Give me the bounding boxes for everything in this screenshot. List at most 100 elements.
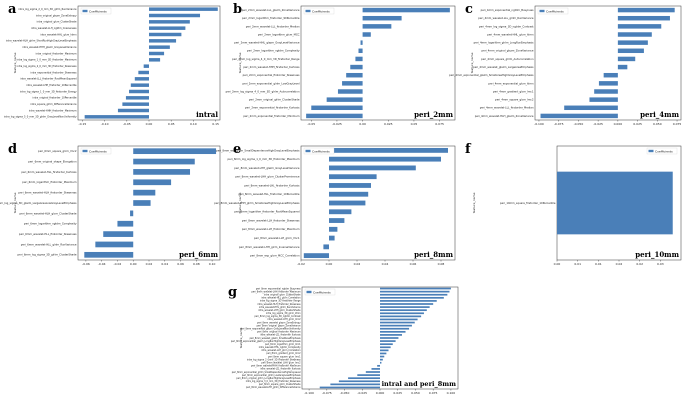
bar-e-5: [329, 191, 369, 197]
category-label-e-10: peri_8mm_wavelet-LLH_glcm_Imc1: [254, 236, 300, 240]
xtick-label-f-4: 0.02: [636, 262, 643, 266]
bar-g-11: [380, 321, 415, 324]
xtick-label-e-4: 0.06: [410, 262, 417, 266]
xtick-label-d-2: -0.02: [114, 262, 122, 266]
category-label-c-5: peri_4mm_original_glszm_ZoneVariance: [481, 49, 533, 53]
bar-a-11: [134, 77, 149, 81]
xtick-label-c-0: -0.100: [534, 122, 544, 126]
category-label-f-0: peri_10mm_square_firstorder_10Percentile: [500, 201, 556, 205]
category-label-e-2: peri_8mm_wavelet-LHH_glszm_GrayLevelVari…: [234, 166, 300, 170]
bar-f-0: [557, 171, 673, 235]
category-label-b-0: peri_2mm_wavelet-LLL_glszm_ZoneVariance: [242, 8, 300, 12]
chart-title-b: peri_2mm: [414, 110, 453, 119]
category-label-a-4: intra_wavelet-HHL_glcm_Idmn: [40, 33, 77, 36]
xtick-label-e-3: 0.04: [382, 262, 389, 266]
legend-box-e: [303, 147, 335, 155]
category-label-b-5: peri_2mm_logarithm_ngtdm_Complexity: [247, 49, 300, 53]
category-label-g-1: peri_8mm_wavelet-LHH_firstorder_Maximum: [251, 290, 300, 293]
xtick-label-f-0: 0.00: [554, 262, 561, 266]
category-label-a-14: intra_original_firstorder_10Percentile: [33, 97, 77, 100]
category-label-d-10: peri_6mm_log_sigma_3D_glrlm_ClusterShade: [18, 253, 77, 257]
category-label-g-22: peri_8mm_square_glcm_Imc1: [268, 355, 301, 358]
bar-d-4: [133, 189, 156, 196]
bar-a-12: [130, 83, 149, 87]
category-label-g-28: peri_8mm_exponential_glrlm_LowGrayLevelE…: [242, 374, 301, 377]
category-label-g-19: intra_wavelet-HHL_ngtdm_Complexity: [259, 346, 301, 349]
bar-c-0: [617, 7, 675, 13]
legend-swatch-g: [306, 290, 312, 294]
bar-g-4: [380, 300, 437, 302]
xtick-label-d-7: 0.08: [193, 262, 200, 266]
category-label-g-30: intra_log_sigma_3_0_mm_3D_firstorder_Ske…: [246, 380, 302, 383]
category-label-e-12: peri_8mm_exp_glcm_MCC_Correlation: [250, 254, 300, 258]
category-label-d-1: peri_6mm_original_shape_Elongation: [28, 159, 77, 163]
xtick-label-c-1: -0.075: [554, 122, 564, 126]
xtick-label-b-4: 0.05: [411, 122, 418, 126]
bar-c-5: [617, 48, 644, 54]
category-label-g-9: peri_8mm_log_sigma_3D_ngtdm_Contrast: [255, 315, 301, 318]
category-label-g-31: peri_8mm_square_glcm_ClusterShade: [259, 383, 301, 386]
panel-a: intra_log_sigma_2_0_mm_3D_glrlm_RunVaria…: [4, 2, 223, 134]
xtick-label-a-4: 0.05: [168, 122, 175, 126]
bar-c-8: [603, 72, 618, 78]
xtick-label-c-3: -0.025: [593, 122, 603, 126]
bar-g-17: [380, 340, 396, 342]
xtick-label-g-7: 0.075: [429, 391, 438, 395]
bar-a-16: [117, 108, 149, 113]
bar-c-2: [617, 24, 662, 29]
category-label-g-17: peri_8mm_exponential_glszm_LongRunHighGr…: [231, 340, 301, 343]
bar-b-3: [362, 32, 371, 37]
bar-b-0: [362, 7, 450, 13]
xtick-label-a-2: -0.05: [123, 122, 131, 126]
category-label-g-25: peri_8mm_wavelet-HHH_firstorder_Maximum: [251, 365, 300, 368]
bar-c-12: [564, 105, 618, 111]
bar-a-6: [149, 45, 170, 49]
category-label-e-0: peri_8mm_exp_glrlm_SmallDependenceHighGr…: [216, 148, 300, 152]
panel-g: peri_8mm_exponential_ngtdm_Busyness peri_…: [228, 283, 460, 401]
chart-e-svg: peri_8mm_exp_glrlm_SmallDependenceHighGr…: [214, 145, 456, 266]
category-label-g-11: peri_8mm_wavelet_glszm_ZoneEntropy: [257, 321, 301, 324]
ylabel-a: feature_name: [13, 52, 17, 73]
ylabel-e: feature_name: [238, 192, 242, 213]
bar-g-31: [330, 383, 380, 386]
category-label-g-23: intra_log_sigma_2_0mm_3D_firstorder_Skew…: [247, 358, 302, 361]
bar-e-1: [329, 156, 441, 162]
bar-g-13: [380, 327, 410, 330]
category-label-g-16: peri_8mm_wavelet_glszm_SmallAreaEmphasis: [250, 337, 302, 340]
bar-a-2: [149, 20, 190, 24]
bar-g-15: [380, 334, 402, 336]
category-label-c-8: peri_4mm_exponential_glszm_SmallAreaHigh…: [449, 73, 534, 77]
category-label-g-8: intra_log_sigma_3D_glcm_Idmn: [266, 312, 301, 315]
category-label-g-20: intra_wavelet-LLH_glcm_Correlation: [261, 349, 301, 352]
bar-g-10: [380, 318, 418, 321]
category-label-g-3: intra_wavelet-HLL_glcm_Correlation: [261, 297, 301, 300]
category-label-d-5: peri_6mm_log_sigma_3D_glszm_LargeAreaLow…: [0, 201, 77, 205]
chart-title-e: peri_8mm: [414, 250, 453, 259]
legend-label-e: Coefficients: [312, 149, 330, 153]
bar-g-27: [365, 371, 380, 373]
category-label-g-0: peri_8mm_exponential_ngtdm_Busyness: [256, 287, 301, 290]
legend-label-f: Coefficients: [655, 149, 673, 153]
category-label-g-29: peri_8mm_original_glrlm_LongRunHighGrayL…: [236, 377, 301, 380]
bar-b-1: [362, 15, 402, 21]
bar-e-8: [329, 218, 345, 223]
category-label-g-27: peri_8mm_exponential_glrlm_SmallDependen…: [232, 371, 301, 374]
legend-swatch-c: [539, 9, 545, 13]
category-label-a-11: intra_wavelet-LLL_firstorder_RootMeanSqu…: [20, 78, 77, 81]
category-label-a-7: intra_original_firstorder_Maximum: [36, 52, 78, 55]
category-label-a-10: intra_exponential_firstorder_Skewness: [31, 71, 78, 74]
bar-g-18: [380, 343, 393, 346]
panel-e: peri_8mm_exp_glrlm_SmallDependenceHighGr…: [214, 142, 458, 274]
bar-a-15: [122, 102, 149, 106]
chart-title-a: intral: [196, 110, 218, 119]
category-label-a-3: intra_wavelet-LLH_ngtdm_Coarseness: [31, 27, 77, 30]
category-label-a-16: intra_wavelet-HHH_firstorder_Maximum: [29, 109, 77, 112]
chart-title-d: peri_6mm: [179, 250, 218, 259]
panel-label-a: a: [8, 2, 17, 17]
category-label-c-9: peri_4mm_exponential_glcm_Idmn: [488, 81, 533, 85]
bar-c-7: [617, 64, 628, 70]
bar-e-10: [329, 235, 335, 241]
bar-g-0: [380, 287, 451, 290]
category-label-b-11: peri_2mm_original_glrlm_ClusterShade: [249, 98, 300, 102]
